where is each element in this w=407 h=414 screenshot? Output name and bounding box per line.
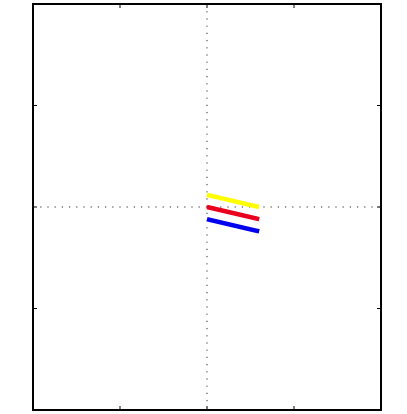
chart-plot	[0, 0, 407, 414]
plot-background	[0, 0, 407, 414]
